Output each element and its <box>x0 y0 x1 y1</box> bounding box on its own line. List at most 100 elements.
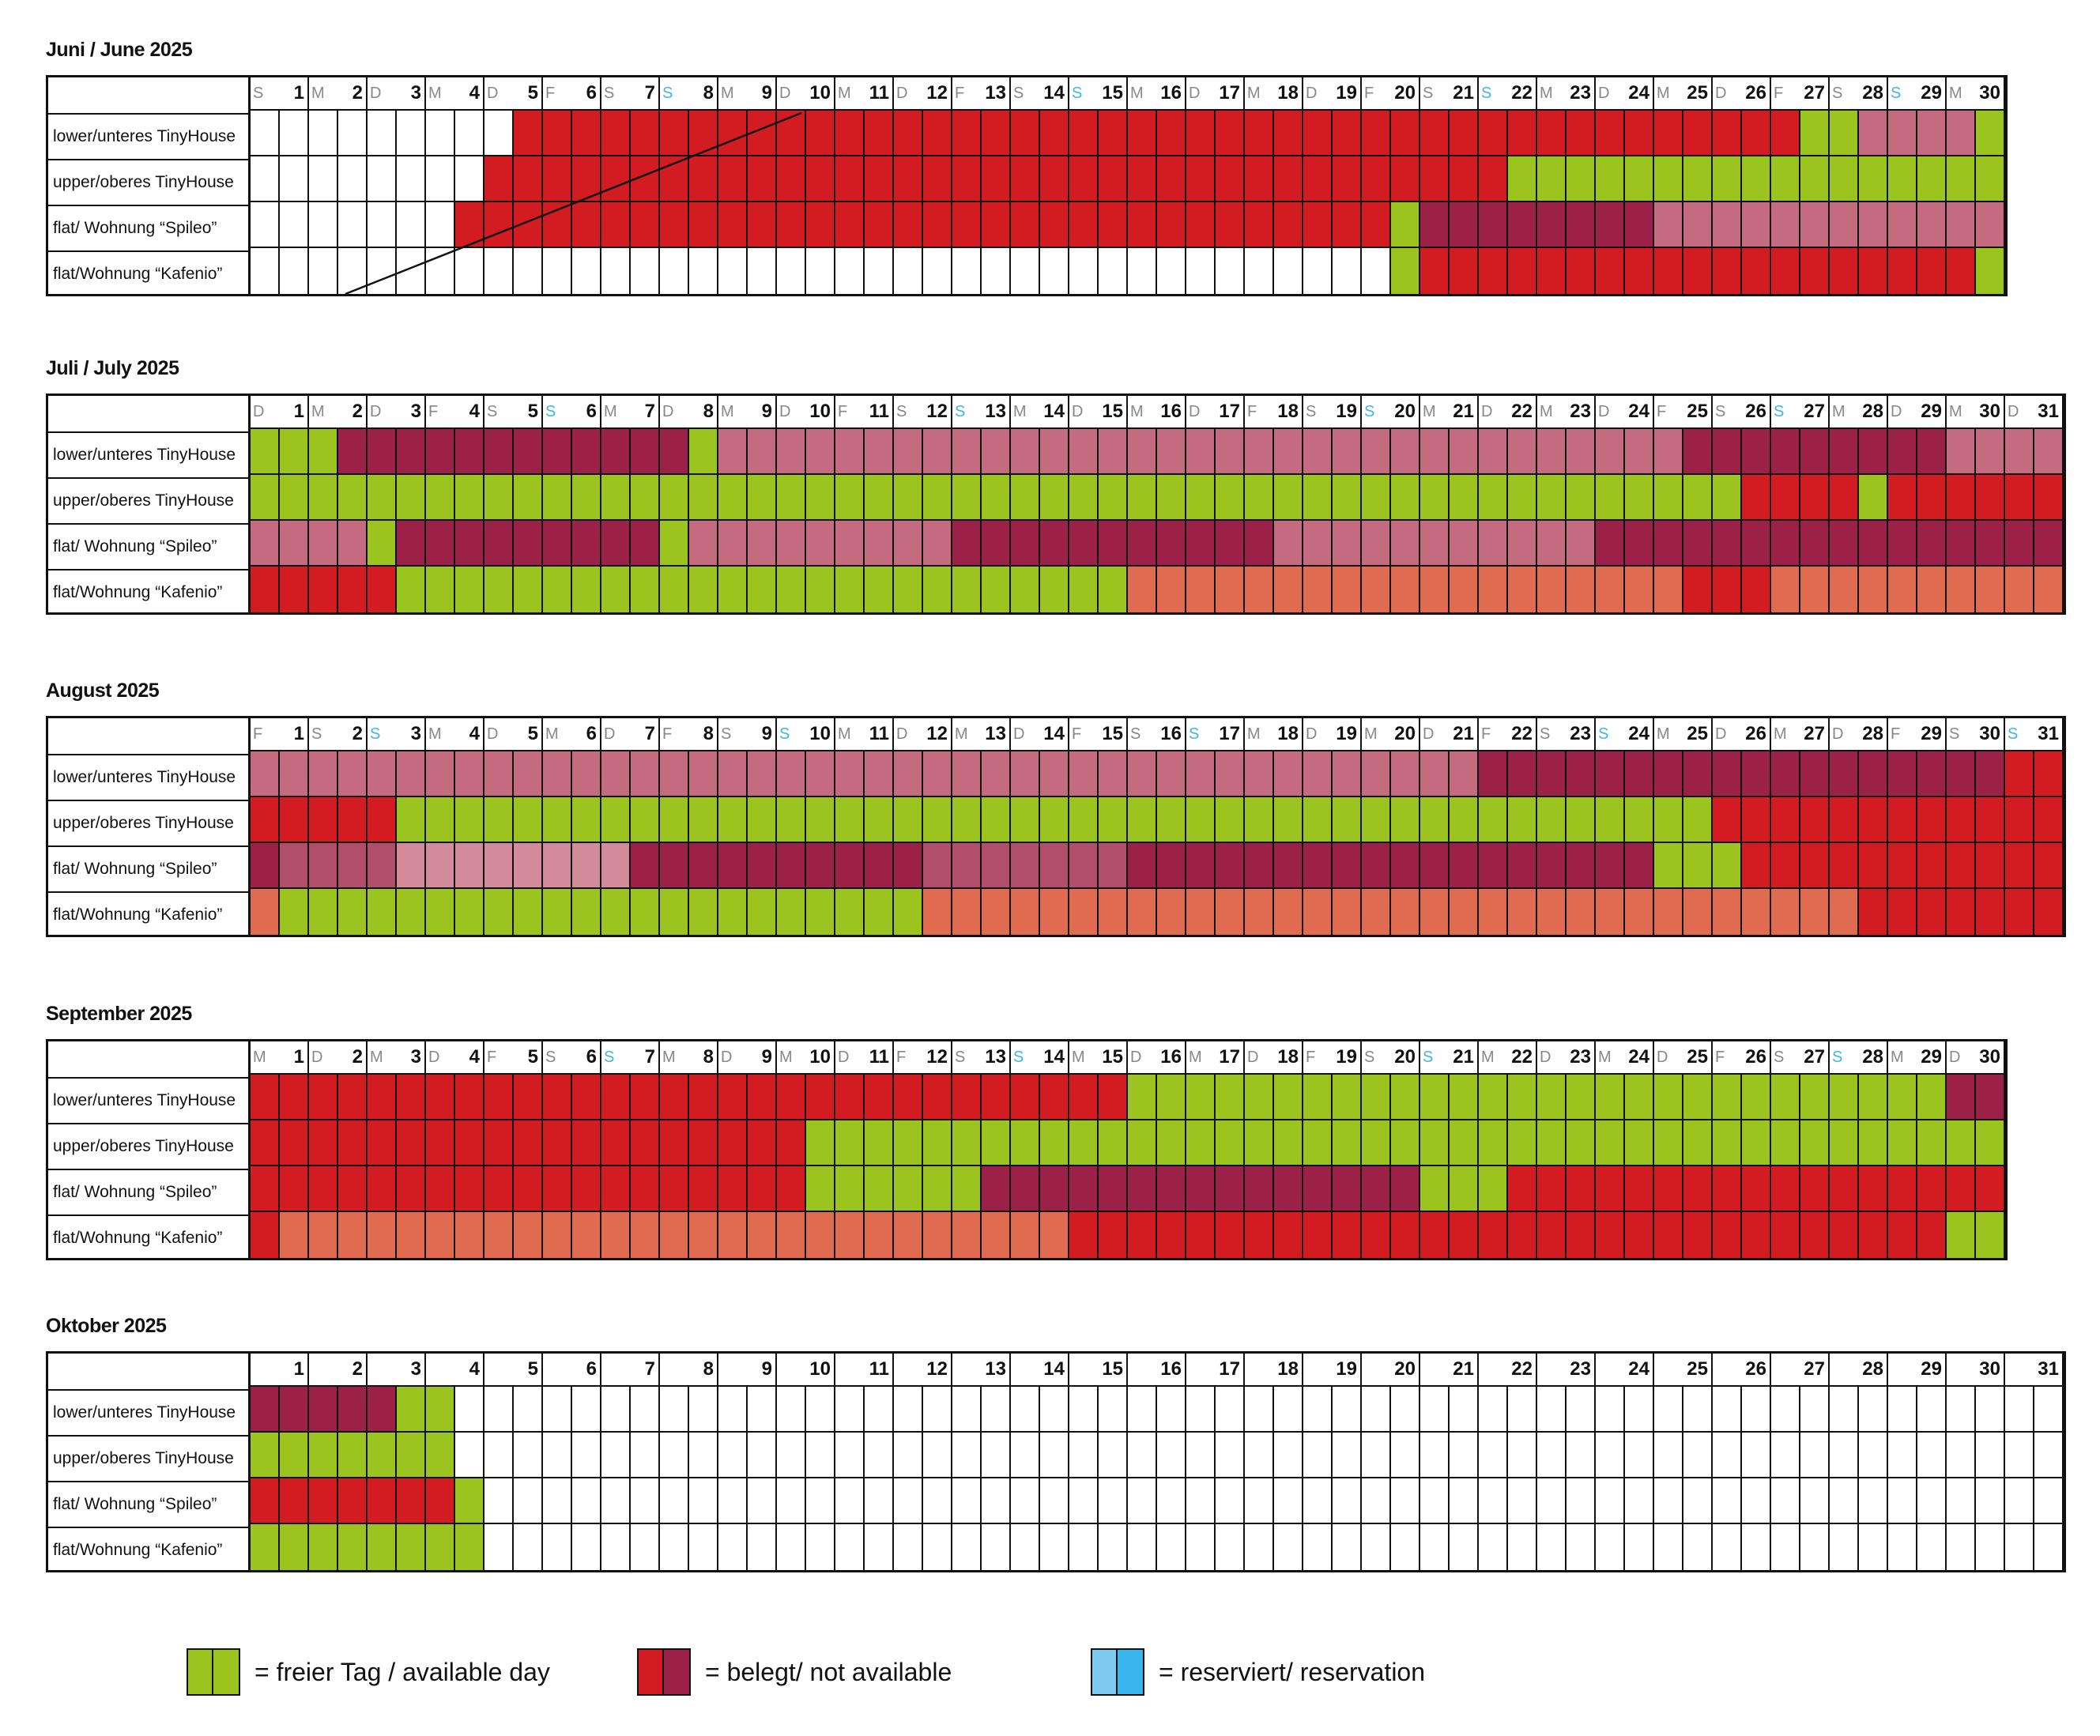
half-day-cell <box>1654 1120 1683 1166</box>
half-day-cell <box>1830 751 1859 797</box>
half-day-cell <box>309 202 338 248</box>
half-day-cell <box>484 1387 514 1433</box>
weekday-letter: D <box>1891 402 1902 420</box>
half-day-cell <box>338 797 368 843</box>
day-number: 23 <box>1570 1046 1591 1068</box>
half-day-cell <box>1391 475 1420 521</box>
half-day-cell <box>865 521 894 567</box>
half-day-cell <box>572 202 601 248</box>
half-day-cell <box>1596 248 1625 294</box>
day-number: 28 <box>1862 1358 1883 1380</box>
half-day-cell <box>1011 475 1040 521</box>
weekday-letter: S <box>1072 84 1083 102</box>
day-number: 17 <box>1219 82 1240 104</box>
row-label-header <box>48 1041 248 1077</box>
day-number: 27 <box>1804 1358 1825 1380</box>
day-number: 12 <box>926 1358 948 1380</box>
half-day-cell <box>2034 1387 2064 1433</box>
half-day-cell <box>1830 843 1859 889</box>
half-day-cell <box>397 1524 426 1570</box>
half-day-cell <box>1040 475 1069 521</box>
half-day-cell <box>1040 429 1069 475</box>
half-day-cell <box>660 1120 689 1166</box>
half-day-cell <box>280 1212 309 1258</box>
half-day-cell <box>982 567 1011 612</box>
half-day-cell <box>1800 429 1830 475</box>
half-day-cell <box>543 111 572 156</box>
half-day-cell <box>1567 1524 1596 1570</box>
half-day-cell <box>1391 156 1420 202</box>
half-day-cell <box>309 1524 338 1570</box>
half-day-cell <box>923 567 952 612</box>
half-day-cell <box>514 248 543 294</box>
half-day-cell <box>806 751 835 797</box>
half-day-cell <box>601 156 631 202</box>
half-day-cell <box>923 111 952 156</box>
half-day-cell <box>777 1120 806 1166</box>
half-day-cell <box>251 111 280 156</box>
half-day-cell <box>543 475 572 521</box>
half-day-cell <box>1567 1433 1596 1478</box>
weekday-letter: M <box>721 402 734 420</box>
half-day-cell <box>1186 156 1216 202</box>
half-day-cell <box>982 1212 1011 1258</box>
half-day-cell <box>1011 1433 1040 1478</box>
half-day-cell <box>309 1478 338 1524</box>
half-day-cell <box>1274 1075 1303 1120</box>
half-day-cell <box>1859 521 1888 567</box>
half-day-cell <box>1917 797 1947 843</box>
half-day-cell <box>1742 1387 1771 1433</box>
half-day-cell <box>1683 521 1713 567</box>
half-day-cell <box>923 429 952 475</box>
half-day-cell <box>251 1120 280 1166</box>
half-day-cell <box>1420 843 1450 889</box>
half-day-cell <box>1069 1387 1099 1433</box>
half-day-cell <box>601 111 631 156</box>
half-day-cell <box>1947 843 1976 889</box>
weekday-letter: D <box>1715 84 1727 102</box>
half-day-cell <box>1742 1524 1771 1570</box>
half-day-cell <box>1362 429 1391 475</box>
half-day-cell <box>1216 1212 1245 1258</box>
half-day-cell <box>280 889 309 935</box>
half-day-cell <box>689 156 718 202</box>
day-number: 1 <box>293 401 304 422</box>
half-day-cell <box>368 1433 397 1478</box>
half-day-cell <box>1333 111 1362 156</box>
half-day-cell <box>1420 156 1450 202</box>
half-day-cell <box>1917 248 1947 294</box>
day-header: 10 <box>777 1354 835 1387</box>
half-day-cell <box>338 111 368 156</box>
half-day-cell <box>1040 1075 1069 1120</box>
weekday-letter: D <box>1598 402 1610 420</box>
half-day-cell <box>1830 1433 1859 1478</box>
half-day-cell <box>1830 1120 1859 1166</box>
half-day-cell <box>1216 1166 1245 1212</box>
half-day-cell <box>1450 111 1479 156</box>
half-day-cell <box>1654 156 1683 202</box>
half-day-cell <box>368 1212 397 1258</box>
half-day-cell <box>718 429 748 475</box>
weekday-letter: D <box>487 84 499 102</box>
day-number: 24 <box>1628 401 1649 422</box>
half-day-cell <box>1888 202 1917 248</box>
month-grid: F 1 S 2 S 3 M 4 D 5 M 6 D 7 F 8 S 9 S 10 M 11 D 12 M 13 D 14 F 15 S 16 S… <box>248 716 2066 937</box>
half-day-cell <box>631 1166 660 1212</box>
half-day-cell <box>543 521 572 567</box>
half-day-cell <box>1567 1120 1596 1166</box>
half-day-cell <box>1508 475 1537 521</box>
half-day-cell <box>865 429 894 475</box>
half-day-cell <box>1420 797 1450 843</box>
half-day-cell <box>1333 429 1362 475</box>
half-day-cell <box>1771 475 1800 521</box>
half-day-cell <box>1391 1433 1420 1478</box>
weekday-letter: D <box>1832 725 1844 743</box>
half-day-cell <box>280 475 309 521</box>
day-header: D 19 <box>1303 77 1362 111</box>
half-day-cell <box>1859 1212 1888 1258</box>
